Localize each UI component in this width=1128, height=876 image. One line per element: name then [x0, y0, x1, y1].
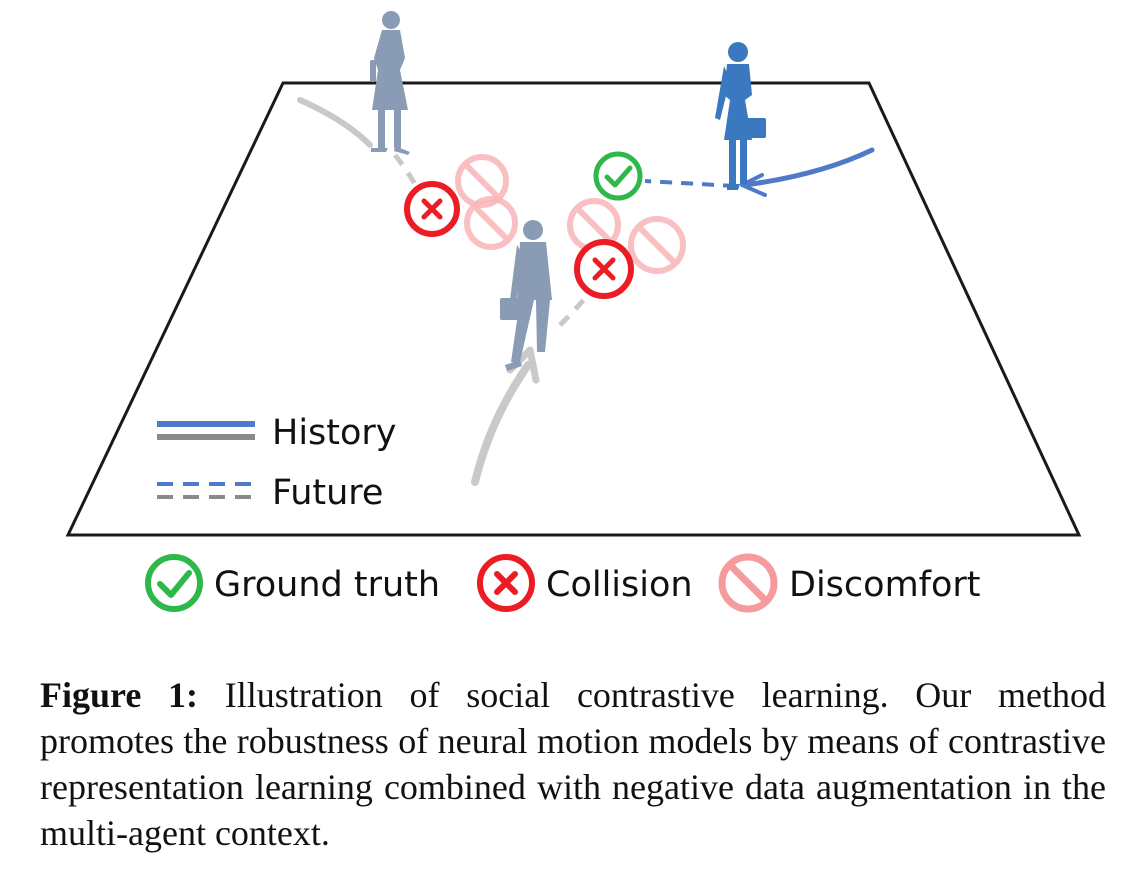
discomfort-marker — [455, 154, 509, 208]
legend-future: Future — [157, 473, 383, 513]
legend-ground-truth: Ground truth — [145, 554, 440, 612]
collision-marker — [574, 239, 634, 299]
legend-history: History — [157, 413, 397, 453]
ground-truth-marker — [593, 151, 643, 201]
discomfort-marker — [464, 196, 518, 250]
legend-collision-label: Collision — [546, 565, 693, 605]
collision-marker — [404, 181, 460, 237]
legend-discomfort: Discomfort — [718, 553, 981, 613]
legend-discomfort-label: Discomfort — [789, 565, 981, 605]
pedestrian-right — [715, 42, 766, 190]
legend-collision: Collision — [477, 554, 693, 612]
future-path-blue — [644, 179, 736, 188]
legend-history-label: History — [272, 413, 397, 453]
legend-future-label: Future — [272, 473, 383, 513]
figure-illustration: History Future Ground truth Collision Di… — [65, 11, 1082, 613]
history-path-blue — [742, 147, 875, 188]
pedestrian-top-left — [370, 11, 410, 155]
pedestrian-center — [500, 220, 552, 371]
history-path-bottom — [471, 361, 532, 486]
history-path-top-left — [297, 97, 373, 148]
caption-text: Illustration of social contrastive learn… — [40, 675, 1107, 853]
history-arrowhead-blue — [740, 173, 767, 197]
ground-plane — [65, 81, 1082, 537]
figure-caption: Figure 1: Illustration of social contras… — [40, 672, 1106, 856]
caption-label: Figure 1: — [40, 675, 199, 715]
discomfort-marker — [628, 216, 686, 274]
legend-ground-truth-label: Ground truth — [214, 565, 440, 605]
